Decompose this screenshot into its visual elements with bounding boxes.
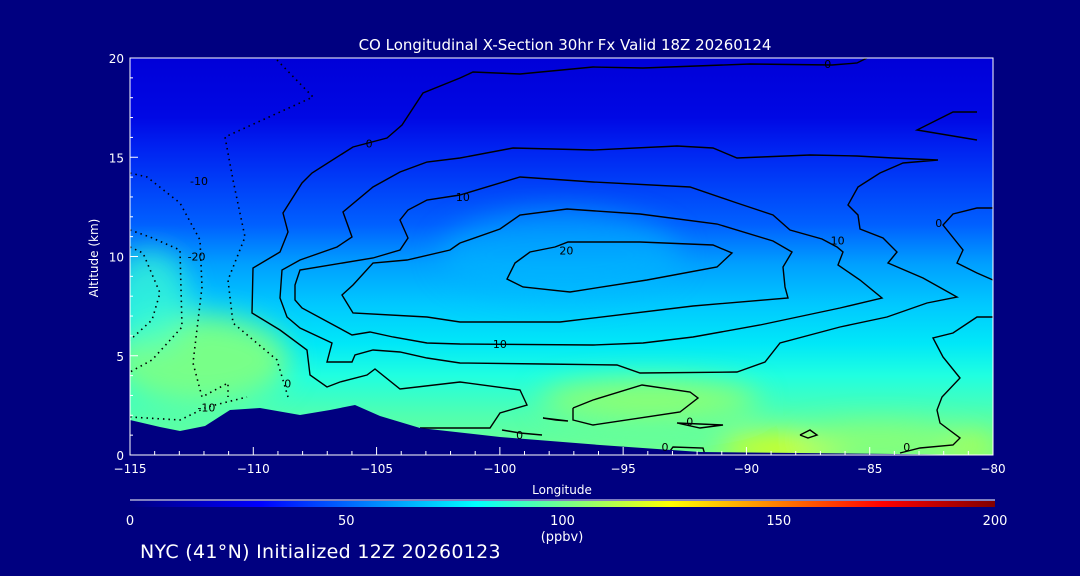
contour-line-positive <box>341 208 793 323</box>
axes: −115 −110 −105 −100 −95 −90 −85 −80 0 5 10 15 20 <box>109 52 1006 476</box>
x-axis-label: Longitude <box>532 483 592 497</box>
contour-line-negative <box>130 229 183 373</box>
contour-line-positive <box>799 429 819 439</box>
y-tick-label: 10 <box>109 251 124 265</box>
contour-label: 20 <box>559 245 573 258</box>
contour-label: 0 <box>686 415 693 428</box>
co-field-features <box>130 210 993 455</box>
contour-label: -10 <box>197 401 215 414</box>
contour-line-positive <box>251 58 868 429</box>
contour-line-positive <box>942 207 993 281</box>
colorbar-tick-label: 0 <box>126 514 134 529</box>
contour-line-positive <box>914 111 978 141</box>
contour-label: 0 <box>935 217 942 230</box>
contour-lines <box>130 58 993 455</box>
init-subtitle: NYC (41°N) Initialized 12Z 20260123 <box>140 541 501 563</box>
terrain-mask <box>130 405 993 455</box>
contour-line-positive <box>294 176 884 346</box>
contour-label: 0 <box>662 441 669 454</box>
y-tick-label: 20 <box>109 52 124 66</box>
x-tick-label: −95 <box>610 462 635 476</box>
contour-label: 0 <box>903 441 910 454</box>
contour-line-positive <box>676 422 724 429</box>
contour-labels: 0 0 10 20 10 10 0 -10 -20 -10 0 0 0 0 0 <box>188 58 943 454</box>
x-tick-label: −80 <box>980 462 1005 476</box>
y-tick-label: 15 <box>109 151 124 165</box>
contour-label: -20 <box>188 251 206 264</box>
colorbar <box>130 501 995 507</box>
x-tick-label: −105 <box>360 462 393 476</box>
x-tick-label: −90 <box>734 462 759 476</box>
contour-line-positive <box>899 316 993 454</box>
contour-label: 0 <box>366 137 373 150</box>
colorbar-tick-label: 50 <box>338 514 355 529</box>
y-axis-label: Altitude (km) <box>87 219 101 298</box>
contour-line-positive <box>501 429 543 436</box>
contour-label: -10 <box>190 175 208 188</box>
x-tick-label: −115 <box>114 462 147 476</box>
colorbar-unit-label: (ppbv) <box>541 530 584 545</box>
colorbar-tick-label: 200 <box>983 514 1008 529</box>
y-tick-label: 5 <box>116 350 124 364</box>
x-tick-label: −85 <box>857 462 882 476</box>
contour-line-negative <box>130 172 229 399</box>
contour-line-positive <box>506 241 734 293</box>
contour-line-negative <box>224 59 315 398</box>
x-tick-label: −110 <box>237 462 270 476</box>
contour-line-positive <box>279 145 959 374</box>
contour-label: 0 <box>284 378 291 391</box>
contour-label: 0 <box>824 58 831 71</box>
contour-label: 10 <box>456 191 470 204</box>
contour-line-positive <box>572 384 700 426</box>
x-tick-label: −100 <box>483 462 516 476</box>
colorbar-tick-label: 150 <box>766 514 791 529</box>
colorbar-tick-label: 100 <box>550 514 575 529</box>
y-tick-label: 0 <box>116 449 124 463</box>
colorbar-ticks: 0 50 100 150 200 <box>126 514 1008 529</box>
chart-title: CO Longitudinal X-Section 30hr Fx Valid … <box>359 36 772 54</box>
contour-label: 0 <box>516 429 523 442</box>
contour-label: 10 <box>831 235 845 248</box>
contour-label: 10 <box>493 338 507 351</box>
contour-line-positive <box>542 417 569 422</box>
